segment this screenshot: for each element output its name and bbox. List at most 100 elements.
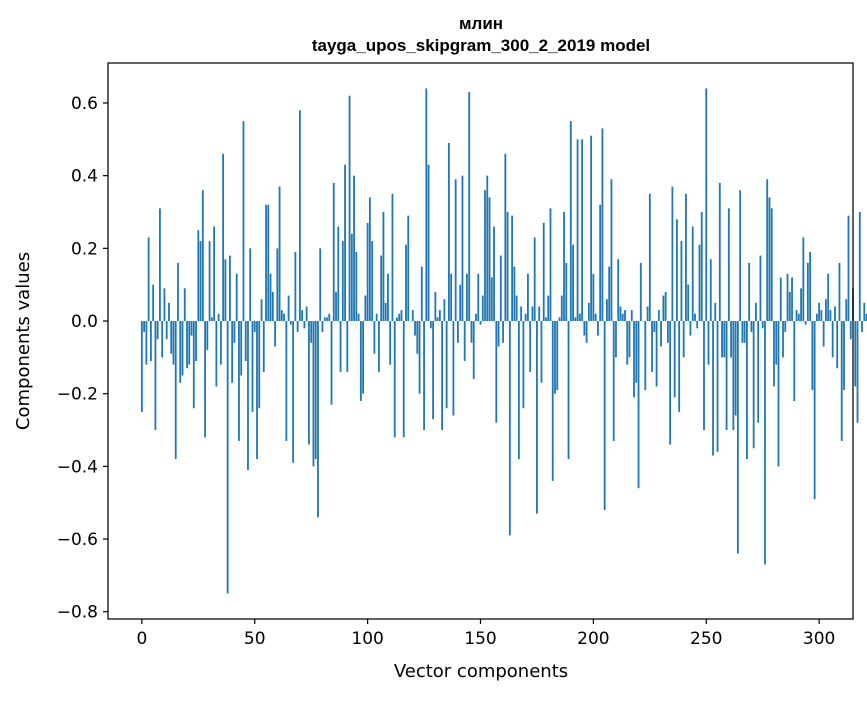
bar-129 [432,321,434,419]
bar-260 [728,208,730,321]
bar-231 [662,296,664,321]
bar-207 [608,267,610,322]
bar-187 [563,212,565,321]
bar-17 [179,321,181,383]
bar-305 [830,310,832,321]
bar-146 [471,321,473,343]
bar-244 [692,227,694,321]
bar-18 [182,321,184,376]
bar-287 [789,292,791,321]
bar-242 [687,285,689,321]
bar-258 [723,321,725,357]
bar-110 [389,321,391,365]
bar-120 [412,310,414,321]
bar-160 [502,321,504,343]
bar-285 [784,321,786,332]
bar-172 [529,321,531,372]
bar-300 [818,303,820,321]
bar-216 [629,321,631,357]
bar-203 [599,205,601,321]
bar-113 [396,317,398,321]
bar-228 [656,321,658,386]
bar-37 [224,259,226,321]
bar-61 [279,187,281,321]
bar-107 [383,212,385,321]
bar-180 [547,296,549,321]
bar-28 [204,321,206,437]
bar-101 [369,197,371,321]
bar-65 [288,296,290,321]
bar-182 [552,321,554,481]
bar-124 [421,267,423,322]
bar-125 [423,321,425,430]
bar-44 [240,321,242,376]
bar-209 [613,321,615,441]
chart-title-line2: tayga_upos_skipgram_300_2_2019 model [312,36,650,55]
bar-83 [328,314,330,321]
bar-9 [161,321,163,357]
bar-5 [152,285,154,321]
bar-213 [622,314,624,321]
bar-298 [814,321,816,499]
bar-286 [787,274,789,321]
bar-53 [261,299,263,321]
bar-78 [317,321,319,517]
bar-236 [674,321,676,397]
bar-214 [624,310,626,321]
bar-123 [419,321,421,394]
bar-318 [859,212,861,321]
bar-219 [635,321,637,383]
bar-139 [455,179,457,321]
bar-301 [820,310,822,321]
bar-212 [620,306,622,321]
x-tick-label: 250 [690,629,722,649]
bar-227 [653,321,655,332]
bar-176 [538,306,540,321]
bar-268 [746,321,748,459]
bar-140 [457,321,459,343]
bar-63 [283,314,285,321]
bar-67 [292,321,294,463]
bar-196 [583,321,585,336]
bar-103 [373,321,375,354]
bar-12 [168,303,170,321]
bar-20 [186,321,188,368]
bar-232 [665,292,667,321]
bar-54 [263,321,265,372]
bar-186 [561,296,563,321]
bar-206 [606,299,608,321]
bar-108 [385,303,387,321]
bar-178 [543,223,545,321]
bar-153 [486,176,488,321]
bar-27 [202,190,204,321]
bar-269 [748,263,750,321]
x-tick-label: 50 [244,629,266,649]
y-tick-label: −0.2 [57,385,98,405]
bar-80 [322,321,324,332]
bar-240 [683,321,685,357]
bar-104 [376,314,378,321]
bar-137 [450,274,452,321]
bar-73 [306,306,308,321]
bar-161 [504,154,506,321]
bar-156 [493,227,495,321]
bar-143 [464,321,466,361]
bar-282 [778,321,780,466]
bar-39 [229,256,231,321]
bar-166 [516,296,518,321]
bar-210 [615,321,617,357]
x-tick-label: 100 [351,629,383,649]
bar-19 [184,288,186,321]
bar-251 [708,321,710,365]
bar-277 [766,179,768,321]
bar-75 [310,321,312,343]
bar-71 [301,310,303,321]
bar-234 [669,321,671,445]
bar-267 [744,321,746,343]
bar-52 [258,321,260,408]
bar-198 [588,303,590,321]
bar-165 [513,267,515,322]
bar-235 [671,187,673,321]
bar-64 [285,321,287,441]
